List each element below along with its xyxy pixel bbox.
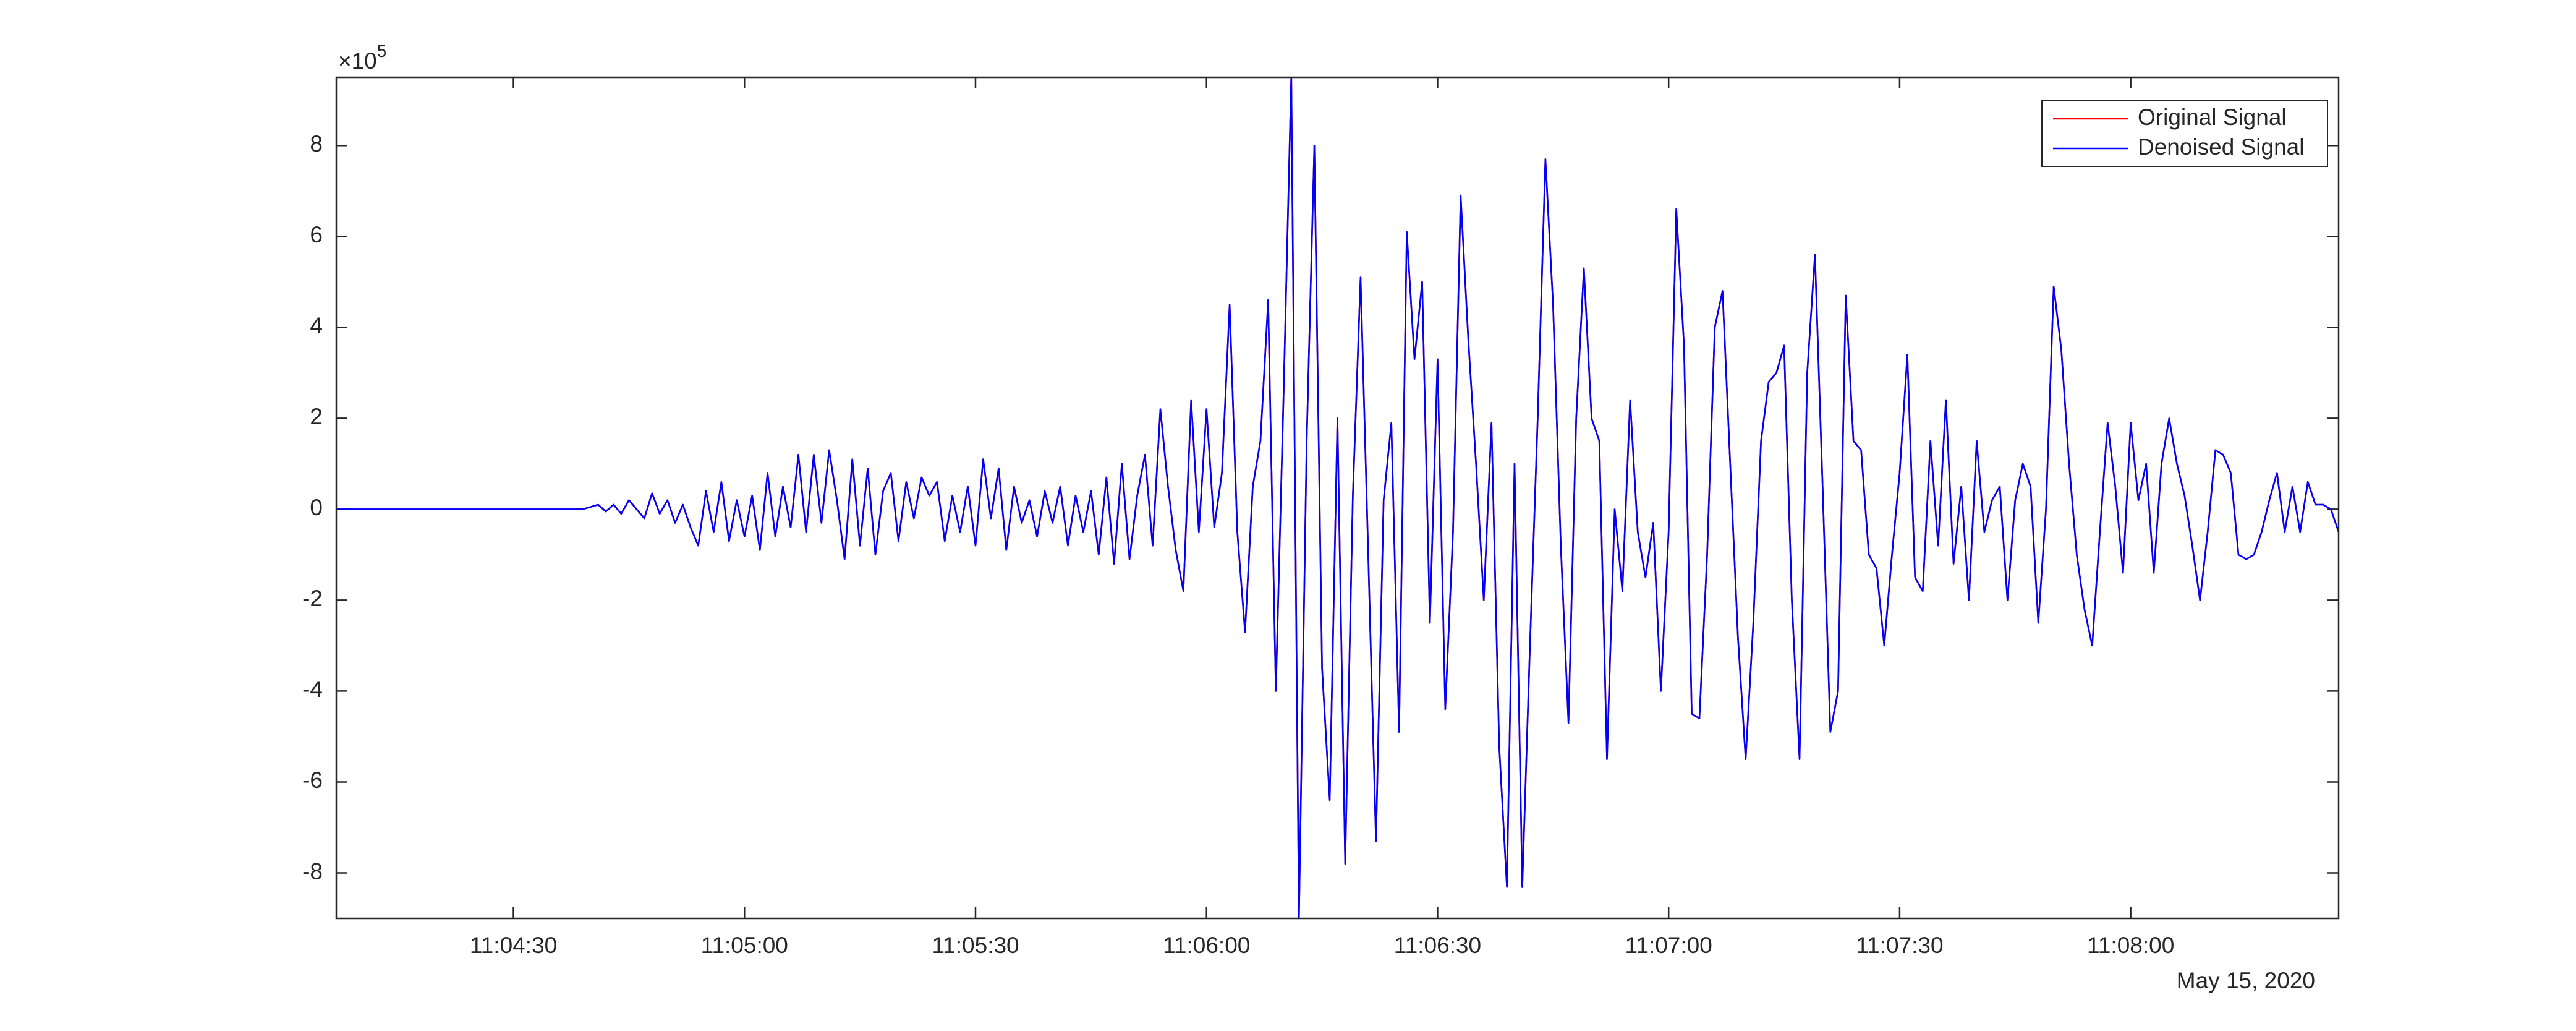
y-tick-label: -2 xyxy=(302,586,323,611)
y-scale-base: ×10 xyxy=(338,48,377,74)
y-tick-label: -8 xyxy=(302,858,323,884)
plot-area xyxy=(336,77,2339,918)
x-tick-label: 11:04:30 xyxy=(470,933,557,958)
x-tick-label: 11:07:30 xyxy=(1856,933,1943,958)
legend-label: Original Signal xyxy=(2138,105,2287,130)
x-tick-label: 11:08:00 xyxy=(2087,933,2174,958)
x-tick-label: 11:05:00 xyxy=(701,933,788,958)
x-tick-label: 11:05:30 xyxy=(932,933,1019,958)
y-tick-label: -4 xyxy=(302,677,323,702)
y-tick-label: 0 xyxy=(310,495,323,520)
x-tick-label: 11:07:00 xyxy=(1625,933,1712,958)
y-tick-label: 6 xyxy=(310,222,323,247)
x-date-label: May 15, 2020 xyxy=(2177,968,2315,993)
y-tick-label: 4 xyxy=(310,313,323,338)
data-line xyxy=(336,76,2340,920)
x-tick-label: 11:06:30 xyxy=(1394,933,1481,958)
x-tick-label: 11:06:00 xyxy=(1163,933,1250,958)
axes-box xyxy=(335,76,2340,920)
legend-box xyxy=(2041,100,2328,167)
y-scale-label: ×105 xyxy=(338,41,386,73)
y-tick-label: -6 xyxy=(302,768,323,793)
y-tick-label: 2 xyxy=(310,404,323,429)
legend: Original Signal Denoised Signal xyxy=(2041,100,2328,167)
legend-label: Denoised Signal xyxy=(2138,134,2304,160)
y-tick-label: 8 xyxy=(310,131,323,156)
y-scale-exponent: 5 xyxy=(377,41,387,61)
